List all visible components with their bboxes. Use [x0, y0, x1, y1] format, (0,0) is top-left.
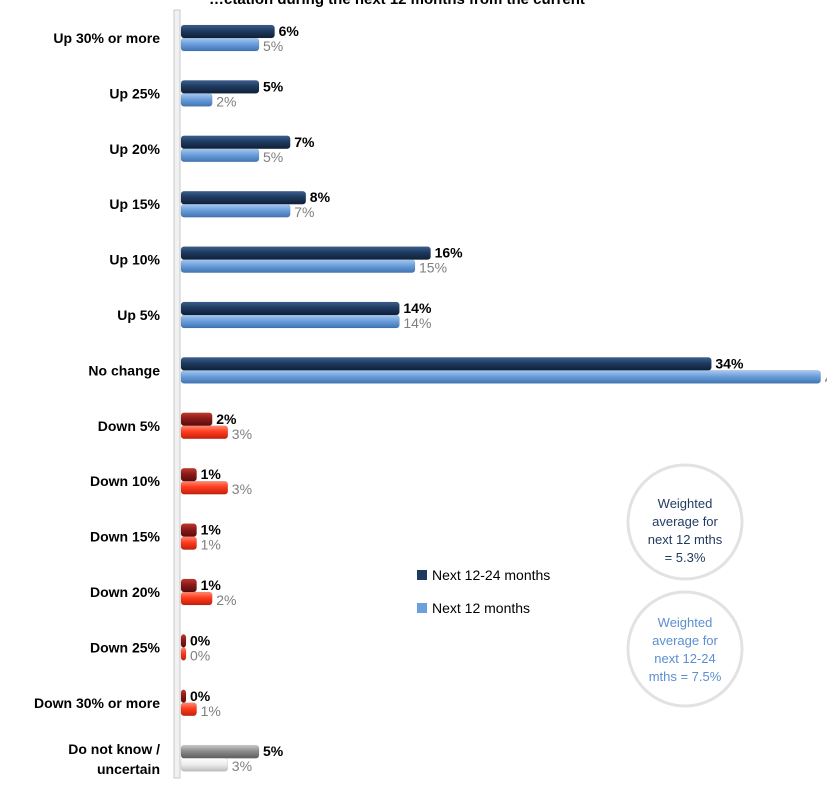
value-label-next-12-months-up-5: 14%: [403, 315, 431, 331]
category-label-up-10: Up 10%: [109, 252, 160, 268]
value-label-next-12-months-up-30-or-more: 5%: [263, 38, 283, 54]
bar-next-12-24-months-do-not-know-uncertain: [180, 744, 260, 759]
bar-next-12-24-months-down-15: [180, 523, 197, 537]
value-label-next-12-months-up-15: 7%: [294, 204, 314, 220]
category-axis: [173, 9, 181, 779]
note-12-24-line-1: Weighted: [658, 615, 713, 630]
bar-next-12-months-down-15: [180, 536, 197, 550]
bars: [180, 24, 821, 772]
value-label-next-12-24-months-up-20: 7%: [294, 134, 315, 150]
category-label-up-20: Up 20%: [109, 141, 160, 157]
category-label-up-25: Up 25%: [109, 85, 160, 101]
category-label-no-change: No change: [88, 362, 160, 378]
bar-next-12-months-do-not-know-uncertain: [180, 757, 229, 772]
bar-next-12-months-down-20: [180, 591, 213, 606]
category-label-down-25: Down 25%: [90, 639, 161, 655]
value-label-next-12-24-months-down-10: 1%: [201, 466, 222, 482]
category-label-do-not-know-uncertain: Do not know / uncertain: [68, 741, 160, 777]
bar-next-12-months-down-30-or-more: [180, 702, 197, 717]
category-label-down-10: Down 10%: [90, 473, 161, 489]
bar-next-12-months-down-5: [180, 425, 229, 440]
bar-next-12-24-months-up-30-or-more: [180, 24, 275, 39]
category-label-up-5: Up 5%: [117, 307, 160, 323]
category-label-down-15: Down 15%: [90, 529, 161, 545]
category-labels: Up 30% or more Up 25% Up 20% Up 15% Up 10% Up…: [34, 30, 161, 777]
note-12-24-line-3: next 12-24: [654, 651, 715, 666]
value-label-next-12-24-months-up-25: 5%: [263, 78, 284, 94]
bar-next-12-24-months-no-change: [180, 357, 712, 371]
bar-next-12-24-months-down-10: [180, 467, 197, 482]
note-12-24-line-2: average for: [652, 633, 718, 648]
value-label-next-12-months-do-not-know-uncertain: 3%: [232, 758, 252, 774]
value-label-next-12-24-months-down-5: 2%: [216, 411, 237, 427]
note-12-24-line-4: mths = 7.5%: [649, 669, 722, 684]
legend-label-next-12-24-months: Next 12-24 months: [432, 567, 550, 583]
value-label-next-12-24-months-up-10: 16%: [435, 245, 464, 261]
note-12-line-1: Weighted: [658, 496, 713, 511]
bar-next-12-months-up-10: [180, 259, 416, 273]
value-label-next-12-months-up-10: 15%: [419, 260, 447, 276]
value-label-next-12-months-no-change: 41%: [825, 370, 827, 386]
value-label-next-12-24-months-down-15: 1%: [201, 522, 222, 538]
category-label-down-20: Down 20%: [90, 584, 161, 600]
legend-swatch-next-12-months: [417, 603, 427, 613]
value-label-next-12-months-up-20: 5%: [263, 149, 283, 165]
value-label-next-12-months-down-15: 1%: [201, 537, 221, 553]
value-label-next-12-months-down-30-or-more: 1%: [201, 703, 221, 719]
bar-next-12-months-no-change: [180, 370, 821, 384]
bar-next-12-months-up-15: [180, 203, 291, 218]
bar-next-12-months-up-25: [180, 93, 213, 107]
bar-next-12-24-months-up-15: [180, 190, 307, 205]
category-label-down-30-or-more: Down 30% or more: [34, 695, 160, 711]
value-label-next-12-24-months-down-20: 1%: [201, 577, 222, 593]
value-label-next-12-24-months-up-15: 8%: [310, 189, 331, 205]
note-12-line-2: average for: [652, 514, 718, 529]
category-label-up-15: Up 15%: [109, 196, 160, 212]
value-labels: 6%5%5%2%7%5%8%7%16%15%14%14%34%41%2%3%1%…: [190, 23, 827, 774]
value-label-next-12-months-down-25: 0%: [190, 647, 210, 663]
bar-next-12-24-months-up-10: [180, 246, 431, 260]
bar-next-12-24-months-down-20: [180, 578, 197, 593]
weighted-average-12-24-mths-note: Weighted average for next 12-24 mths = 7…: [626, 590, 744, 708]
value-label-next-12-24-months-no-change: 34%: [715, 355, 744, 371]
category-label-down-5: Down 5%: [98, 418, 161, 434]
chart-title: …ctation during the next 12 months from …: [209, 0, 585, 8]
bar-next-12-24-months-up-5: [180, 301, 400, 316]
bar-next-12-24-months-up-25: [180, 80, 260, 94]
bar-next-12-24-months-down-5: [180, 412, 213, 427]
bar-next-12-months-down-25: [180, 647, 187, 661]
bar-next-12-months-up-20: [180, 148, 260, 163]
weighted-average-12-mths-note: Weighted average for next 12 mths = 5.3%: [626, 463, 744, 581]
bar-next-12-24-months-up-20: [180, 135, 291, 150]
legend-label-next-12-months: Next 12 months: [432, 600, 530, 616]
bar-next-12-24-months-down-25: [180, 634, 187, 648]
value-label-next-12-months-down-20: 2%: [216, 592, 236, 608]
value-label-next-12-months-down-10: 3%: [232, 481, 252, 497]
bar-next-12-months-up-30-or-more: [180, 37, 260, 52]
value-label-next-12-months-up-25: 2%: [216, 93, 236, 109]
value-label-next-12-24-months-up-5: 14%: [403, 300, 432, 316]
legend: Next 12-24 months Next 12 months: [417, 567, 550, 616]
bar-next-12-months-up-5: [180, 314, 400, 329]
bar-next-12-24-months-down-30-or-more: [180, 689, 187, 704]
value-label-next-12-24-months-down-25: 0%: [190, 632, 211, 648]
note-12-line-3: next 12 mths: [648, 532, 723, 547]
value-label-next-12-24-months-up-30-or-more: 6%: [279, 23, 300, 39]
legend-swatch-next-12-24-months: [417, 570, 427, 580]
category-label-up-30-or-more: Up 30% or more: [53, 30, 160, 46]
value-label-next-12-24-months-do-not-know-uncertain: 5%: [263, 743, 284, 759]
value-label-next-12-months-down-5: 3%: [232, 426, 252, 442]
note-12-line-4: = 5.3%: [665, 550, 706, 565]
bar-next-12-months-down-10: [180, 480, 229, 495]
value-label-next-12-24-months-down-30-or-more: 0%: [190, 688, 211, 704]
